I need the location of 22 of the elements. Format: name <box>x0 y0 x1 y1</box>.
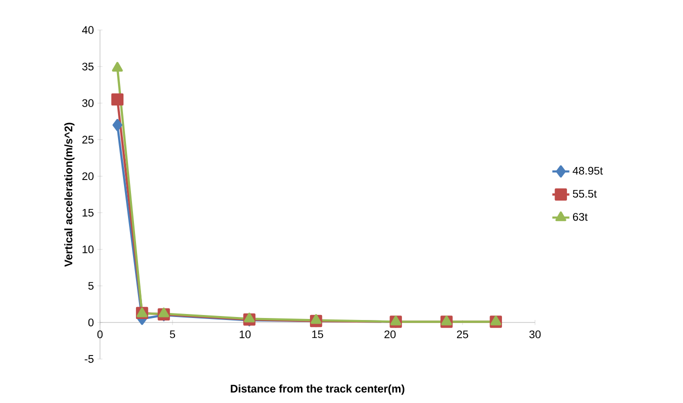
x-tick-label: 15 <box>312 330 324 338</box>
y-tick-label: 30 <box>82 99 94 107</box>
x-tick-label: 30 <box>529 330 541 338</box>
y-tick-label: -5 <box>84 355 94 363</box>
x-tick-label: 25 <box>456 330 468 338</box>
y-tick-label: 15 <box>82 208 94 217</box>
y-axis-title: Vertical acceleration(m/s^2) <box>64 122 74 267</box>
legend-label: 48.95t <box>572 166 603 175</box>
x-axis-title: Distance from the track center(m) <box>230 384 404 395</box>
y-tick-label: 5 <box>88 282 94 290</box>
y-tick-label: 25 <box>82 136 94 144</box>
y-tick-label: 10 <box>82 245 94 254</box>
y-tick-label: 40 <box>82 26 94 34</box>
y-tick-label: 35 <box>82 62 94 70</box>
y-tick-label: 0 <box>88 318 94 326</box>
legend-label: 55.5t <box>572 190 597 198</box>
x-tick-label: 5 <box>170 330 176 338</box>
x-tick-label: 20 <box>384 330 396 338</box>
y-tick-label: 20 <box>82 172 94 180</box>
x-tick-label: 10 <box>240 330 251 338</box>
legend-label: 63t <box>573 213 588 221</box>
x-tick-label: 0 <box>97 330 103 338</box>
